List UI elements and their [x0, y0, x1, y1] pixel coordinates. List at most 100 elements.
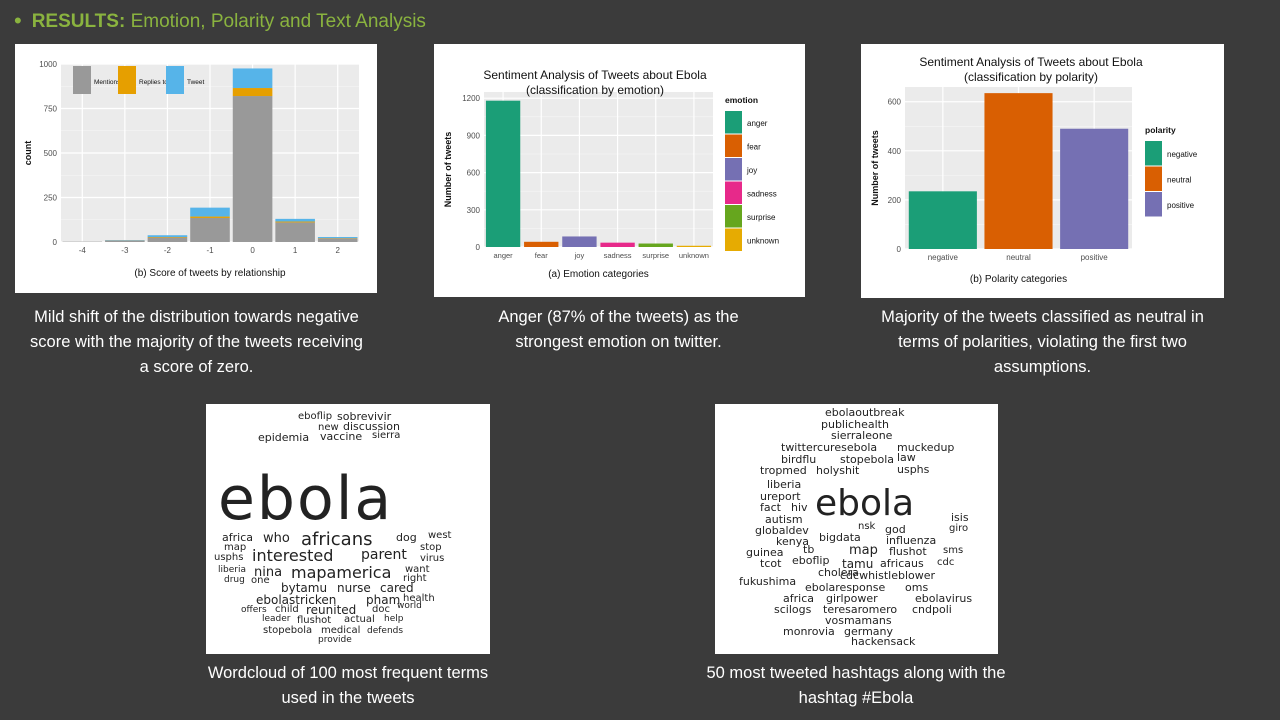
hashtag-term: map: [849, 543, 878, 558]
wordcloud-term: actual: [344, 614, 375, 625]
hashtag-term: girlpower: [826, 592, 878, 605]
bar-tweet: [190, 207, 230, 217]
emotion-chart-panel: 0 300 600 900 1200 anger fear joy sadness surpris…: [434, 44, 805, 297]
polarity-chart: 0 200 400 600 negative neutral positive (b) Pol…: [870, 55, 1198, 285]
title-bold: RESULTS:: [31, 11, 126, 32]
y-tick-label: 400: [888, 147, 902, 156]
bar-unknown: [676, 245, 712, 247]
y-tick-label: 750: [44, 105, 58, 114]
wordcloud-term: leader: [262, 614, 291, 624]
wordcloud-term: nurse: [337, 581, 371, 595]
x-axis-title: (a) Emotion categories: [548, 269, 649, 280]
hashtag-term: bigdata: [819, 531, 861, 544]
legend-title: polarity: [1145, 125, 1176, 135]
bar-tweet: [147, 235, 188, 238]
legend-key-surprise: [725, 205, 742, 228]
hashtag-term: scilogs: [774, 603, 812, 616]
bar-replies-to: [275, 221, 315, 223]
bar-sadness: [600, 242, 635, 247]
legend-label-negative: negative: [1167, 150, 1198, 159]
hashtag-term: eboflip: [792, 554, 830, 567]
hashtag-term: birdflu: [781, 453, 817, 466]
legend-key-negative: [1145, 141, 1162, 166]
hashtag-term: tcot: [760, 557, 782, 570]
x-tick-label: -4: [79, 246, 87, 255]
y-tick-label: 500: [44, 149, 58, 158]
bar-mentions: [232, 96, 273, 242]
legend-key-unknown: [725, 228, 742, 251]
hashtag-term: teresaromero: [823, 603, 898, 616]
plot-background: [484, 92, 713, 247]
bar-tweet: [232, 68, 273, 89]
chart-subtitle: (classification by polarity): [964, 70, 1098, 84]
bar-mentions: [275, 222, 315, 242]
bar-replies-to: [190, 216, 230, 218]
y-tick-label: 0: [53, 238, 58, 247]
bar-replies-to: [232, 88, 273, 97]
y-tick-label: 0: [897, 245, 902, 254]
legend-key-replies-to: [118, 66, 136, 94]
wordcloud-term: ebola: [218, 464, 394, 534]
hashtag-term: africaus: [880, 557, 924, 570]
wordcloud-term: health: [403, 593, 435, 604]
hashtag-term: guinea: [746, 546, 784, 559]
legend-label-surprise: surprise: [747, 213, 776, 222]
relationship-caption: Mild shift of the distribution towards n…: [30, 308, 363, 376]
legend-label-neutral: neutral: [1167, 175, 1192, 184]
wordcloud-term: drug: [224, 575, 245, 585]
hashtag-term: cndpoli: [912, 603, 952, 616]
hashtag-term: sierraleone: [831, 429, 893, 442]
title-bullet: •: [14, 8, 22, 33]
hashtag-term: cdcwhistleblower: [840, 569, 936, 582]
wordcloud-term: medical: [321, 625, 361, 636]
legend-key-positive: [1145, 192, 1162, 217]
y-tick-label: 1000: [39, 60, 57, 69]
wordcloud-term: offers: [241, 605, 267, 615]
x-tick-label: -1: [206, 246, 214, 255]
wordcloud-term: africans: [301, 529, 373, 550]
x-tick-label: 0: [250, 246, 255, 255]
bar-replies-to: [147, 237, 188, 238]
bar-mentions: [317, 238, 358, 242]
wordcloud-term: right: [403, 573, 427, 584]
wordcloud-term: virus: [420, 553, 445, 564]
x-tick-label: unknown: [679, 251, 709, 260]
emotion-caption: Anger (87% of the tweets) as the stronge…: [498, 308, 739, 351]
legend-label-positive: positive: [1167, 201, 1195, 210]
bar-mentions: [105, 240, 145, 242]
legend-title: emotion: [725, 95, 758, 105]
bar-fear: [524, 241, 559, 247]
legend-key-sadness: [725, 181, 742, 204]
hashtag-term: ureport: [760, 490, 801, 503]
wordcloud-term: flushot: [297, 615, 332, 626]
hashtag-term: oms: [905, 581, 929, 594]
hashtag-term: globaldev: [755, 524, 809, 537]
wordcloud-term: epidemia: [258, 431, 310, 444]
y-tick-label: 0: [476, 243, 481, 252]
bar-mentions: [190, 217, 230, 242]
wordcloud-term: eboflip: [298, 411, 333, 422]
y-tick-label: 900: [467, 131, 481, 140]
hashtag-term: tb: [803, 543, 815, 556]
hashtag-term: god: [885, 523, 906, 536]
hashtag-term: ebolavirus: [915, 592, 973, 605]
x-tick-label: anger: [493, 251, 513, 260]
y-tick-label: 200: [888, 196, 902, 205]
wordcloud-panel: eboflip sobrevivir new discussion epidemia va…: [206, 404, 490, 654]
hashtag-term: usphs: [897, 463, 930, 476]
hashtag-term: law: [897, 451, 916, 464]
x-tick-label: 1: [293, 246, 298, 255]
wordcloud-term: mapamerica: [291, 563, 392, 582]
x-tick-label: fear: [535, 251, 548, 260]
chart-subtitle: (classification by emotion): [526, 83, 664, 97]
hashtag-term: stopebola: [840, 453, 895, 466]
hashtag-term: twittercuresebola: [781, 441, 878, 454]
legend-key-tweet: [166, 66, 184, 94]
hashtag-term: isis: [951, 511, 969, 524]
x-tick-label: -2: [164, 246, 172, 255]
wordcloud-term: west: [428, 530, 452, 541]
title-rest: Emotion, Polarity and Text Analysis: [125, 11, 426, 32]
bar-tweet: [275, 218, 315, 222]
chart-title: Sentiment Analysis of Tweets about Ebola: [919, 55, 1143, 69]
polarity-chart-panel: 0 200 400 600 negative neutral positive (b) Pol…: [861, 44, 1224, 298]
